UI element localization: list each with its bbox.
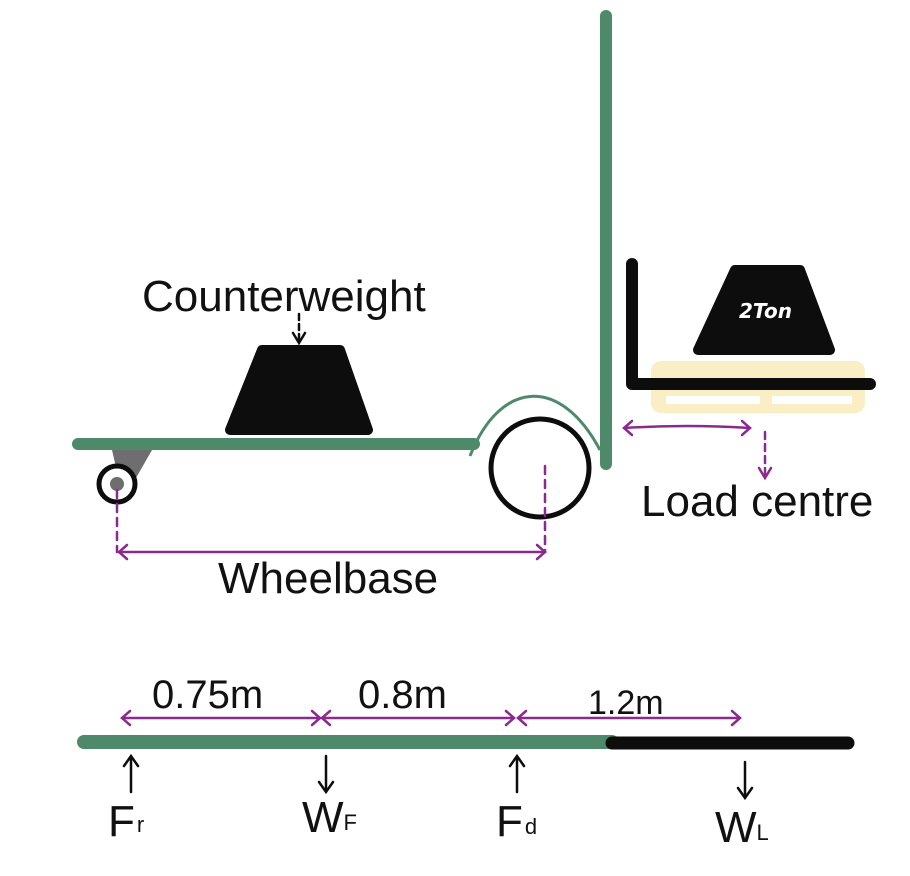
- pallet-gap-left: [666, 396, 760, 404]
- dimension-label: 1.2m: [588, 684, 664, 722]
- counterweight-label: Counterweight: [142, 272, 426, 321]
- dimension-label: 0.8m: [358, 673, 447, 717]
- pallet-gap-right: [772, 396, 852, 404]
- force-label-wl: WL: [715, 803, 769, 852]
- front-wheel: [488, 416, 592, 520]
- mudguard: [468, 394, 602, 457]
- dimension-label: 0.75m: [152, 673, 263, 717]
- load-tag: 2Ton: [739, 299, 792, 323]
- force-label-fd: Fd: [496, 797, 537, 846]
- wheelbase-dimension: [115, 464, 547, 561]
- counterweight-block: [225, 345, 373, 435]
- force-arrows: [122, 753, 754, 801]
- beam-model: 0.75m 0.8m 1.2m Fr WF Fd WL: [77, 673, 855, 852]
- rear-wheel-hub: [110, 477, 124, 491]
- load-block: [693, 265, 835, 355]
- load-centre-dimension: [622, 419, 773, 481]
- beam-dimensions: [120, 709, 742, 727]
- wheelbase-label: Wheelbase: [218, 554, 438, 603]
- load-centre-label: Load centre: [641, 477, 873, 526]
- force-label-fr: Fr: [108, 797, 144, 846]
- counterweight-arrow: [291, 312, 307, 346]
- force-label-wf: WF: [302, 793, 357, 842]
- forklift: 2Ton: [72, 10, 876, 520]
